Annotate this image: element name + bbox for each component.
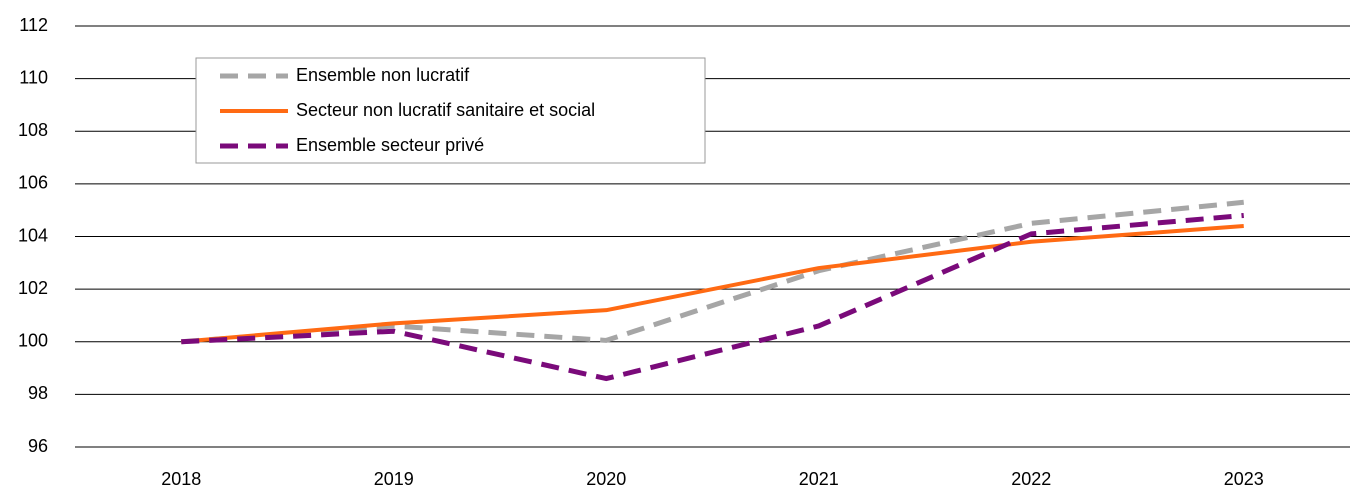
y-tick-label: 112 xyxy=(19,15,48,35)
x-tick-label: 2021 xyxy=(799,469,839,489)
legend-label: Ensemble non lucratif xyxy=(296,65,470,85)
y-tick-label: 98 xyxy=(28,383,48,403)
x-tick-label: 2023 xyxy=(1224,469,1264,489)
y-tick-label: 104 xyxy=(18,225,48,245)
x-tick-label: 2020 xyxy=(586,469,626,489)
series-line xyxy=(181,212,1244,382)
series-line xyxy=(181,223,1244,344)
x-tick-label: 2018 xyxy=(161,469,201,489)
y-tick-label: 102 xyxy=(18,278,48,298)
legend-label: Secteur non lucratif sanitaire et social xyxy=(296,100,595,120)
legend-label: Ensemble secteur privé xyxy=(296,135,484,155)
y-tick-label: 108 xyxy=(18,120,48,140)
x-tick-label: 2022 xyxy=(1011,469,1051,489)
y-tick-label: 106 xyxy=(18,173,48,193)
x-tick-label: 2019 xyxy=(374,469,414,489)
y-tick-label: 110 xyxy=(19,67,48,87)
series-line xyxy=(181,199,1244,345)
y-tick-label: 96 xyxy=(28,436,48,456)
y-tick-label: 100 xyxy=(18,331,48,351)
